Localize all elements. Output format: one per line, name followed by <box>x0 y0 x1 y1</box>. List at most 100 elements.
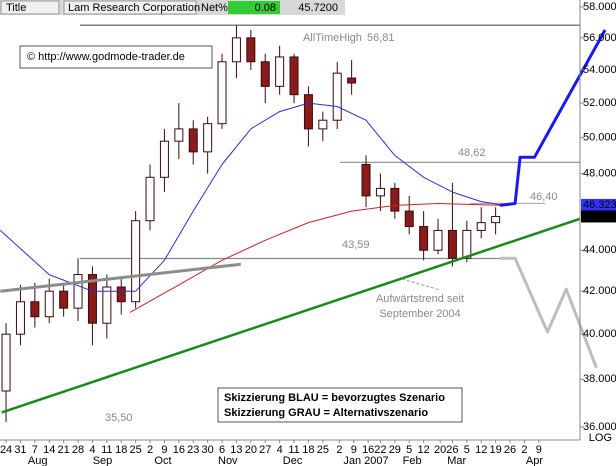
candle-body <box>246 37 256 63</box>
candle-body <box>59 290 69 309</box>
x-tick-label: 20 <box>434 444 446 456</box>
x-tick-label: 29 <box>389 444 401 456</box>
x-tick-label: 16 <box>173 444 185 456</box>
candle-body <box>1 333 11 392</box>
candle-body <box>375 187 385 197</box>
candle-body <box>303 94 313 130</box>
candle-body <box>491 215 501 224</box>
month-label: Mar <box>447 455 466 466</box>
candle-body <box>102 286 112 324</box>
candle-body <box>260 61 270 87</box>
candle-body <box>275 56 285 87</box>
y-tick-label: 36.0000 <box>583 421 616 433</box>
y-tick-label: 56.0000 <box>583 32 616 44</box>
month-label: Feb <box>403 455 422 466</box>
x-tick-label: 31 <box>14 444 26 456</box>
price-box <box>581 198 616 211</box>
y-tick-label: 48.0000 <box>583 168 616 180</box>
candle-body <box>462 229 472 259</box>
x-tick-label: 2 <box>336 444 342 456</box>
header-name: Lam Research Corporation <box>68 2 200 14</box>
x-tick-label: 27 <box>259 444 271 456</box>
candle-body <box>174 128 184 142</box>
candle-body <box>433 229 443 251</box>
candle-body <box>332 72 342 121</box>
header-change: 0.08 <box>255 2 276 14</box>
candle-body <box>318 119 328 130</box>
scenario-gray: Skizzierung GRAU = Alternativszenario <box>224 407 428 419</box>
x-tick-label: 14 <box>43 444 55 456</box>
candle-body <box>361 163 371 197</box>
candle-body <box>145 176 155 222</box>
x-tick-label: 9 <box>161 444 167 456</box>
level-label: 43,59 <box>342 239 370 251</box>
level-label: 35,50 <box>105 412 133 424</box>
x-tick-label: 6 <box>219 444 225 456</box>
x-tick-label: 25 <box>130 444 142 456</box>
month-label: Dec <box>283 455 303 466</box>
x-tick-label: 4 <box>277 444 283 456</box>
ath-label: AllTimeHigh <box>303 32 362 44</box>
x-tick-label: 18 <box>115 444 127 456</box>
header-box <box>0 0 60 15</box>
x-tick-label: 24 <box>0 444 12 456</box>
x-tick-label: 26 <box>504 444 516 456</box>
watermark: © http://www.godmode-trader.de <box>27 51 185 63</box>
line <box>0 102 503 292</box>
line <box>499 29 607 207</box>
y-tick-label: 40.0000 <box>583 328 616 340</box>
candle-body <box>159 140 169 178</box>
x-tick-label: 5 <box>406 444 412 456</box>
x-tick-label: 26 <box>446 444 458 456</box>
x-tick-label: 12 <box>475 444 487 456</box>
y-tick-label: 44.0000 <box>583 244 616 256</box>
candle-body <box>347 77 357 84</box>
x-tick-label: 25 <box>317 444 329 456</box>
y-tick-label: 38.0000 <box>583 373 616 385</box>
x-tick-label: 5 <box>464 444 470 456</box>
trend-note: Aufwärtstrend seit <box>376 293 464 305</box>
x-tick-label: 28 <box>72 444 84 456</box>
month-label: Jan 2007 <box>343 455 388 466</box>
x-tick-label: 20 <box>245 444 257 456</box>
candle-body <box>476 222 486 231</box>
line <box>0 262 241 293</box>
watermark-box <box>19 45 213 69</box>
line <box>499 256 598 369</box>
trend-pointer <box>401 278 441 291</box>
month-label: Oct <box>154 455 171 466</box>
plot <box>0 24 607 423</box>
line <box>1 217 581 414</box>
scenario-box <box>217 387 463 423</box>
level-label: 56,81 <box>367 32 395 44</box>
candle-body <box>131 220 141 303</box>
x-tick-label: 9 <box>351 444 357 456</box>
x-tick-label: 11 <box>101 444 112 456</box>
x-tick-label: 22 <box>374 444 386 456</box>
y-tick-label: 52.0000 <box>583 97 616 109</box>
y-tick-label: 50.0000 <box>583 132 616 144</box>
x-tick-label: 21 <box>58 444 70 456</box>
candle-body <box>44 290 54 318</box>
month-label: Apr <box>526 455 543 466</box>
header-box <box>63 0 197 15</box>
header-change-box <box>228 1 280 14</box>
level-label: 48,62 <box>458 147 486 159</box>
line <box>129 203 503 313</box>
candle-body <box>15 301 25 335</box>
x-tick-label: 9 <box>536 444 542 456</box>
month-label: Nov <box>218 455 238 466</box>
x-tick-label: 2 <box>147 444 153 456</box>
x-tick-label: 11 <box>288 444 299 456</box>
candle-body <box>30 301 40 318</box>
price-box-label: 45.7200 <box>583 210 616 222</box>
candle-body <box>390 187 400 212</box>
candle-body <box>231 37 241 63</box>
header-title-label: Title <box>6 2 26 14</box>
x-tick-label: 4 <box>89 444 95 456</box>
candle-body <box>188 128 198 153</box>
x-tick-label: 30 <box>202 444 214 456</box>
x-tick-label: 19 <box>489 444 501 456</box>
candle-body <box>289 56 299 96</box>
